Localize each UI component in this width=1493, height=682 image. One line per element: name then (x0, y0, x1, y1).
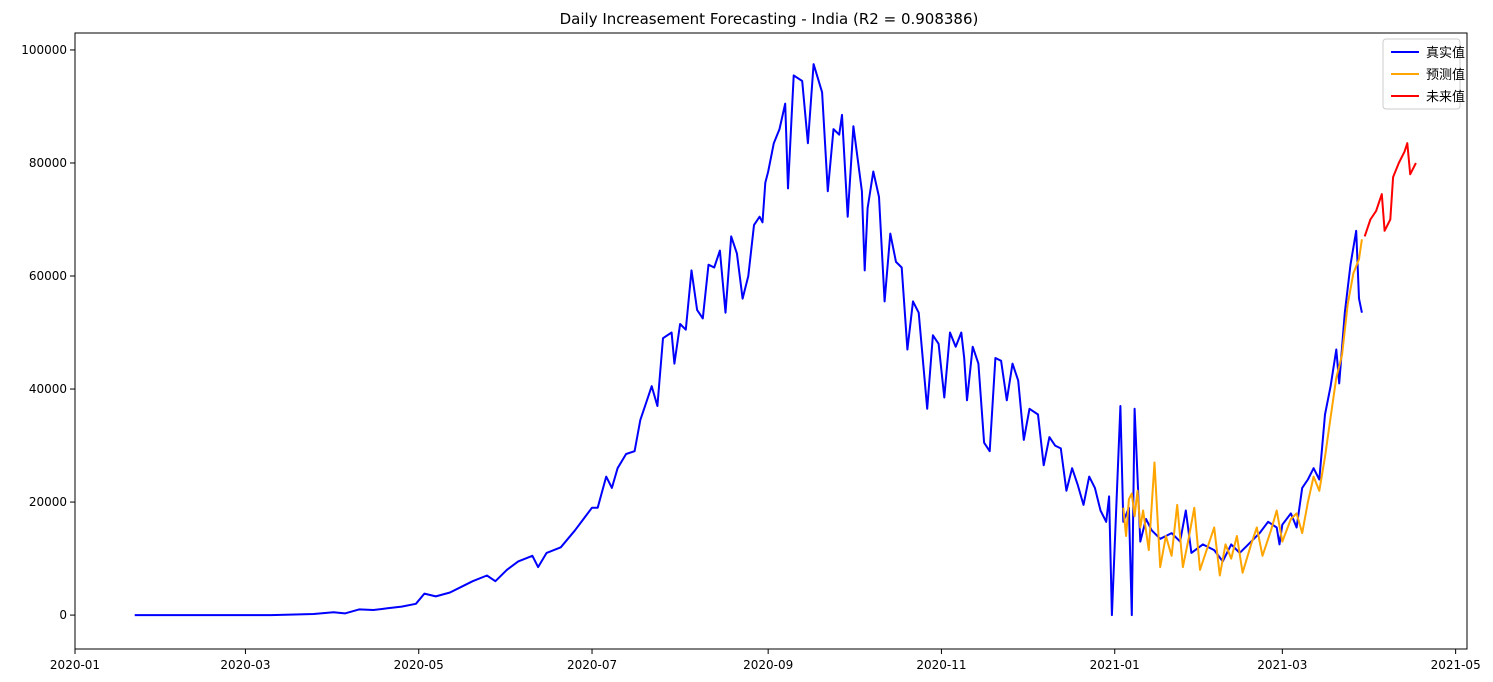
series-line-3 (1363, 142, 1417, 237)
x-tick-label: 2021-01 (1090, 658, 1140, 672)
series-line-2 (1122, 239, 1363, 577)
series-line-1 (134, 63, 1363, 617)
x-tick-label: 2020-05 (394, 658, 444, 672)
x-tick-label: 2021-03 (1257, 658, 1307, 672)
y-tick-label: 100000 (21, 43, 67, 57)
x-tick-label: 2020-03 (220, 658, 270, 672)
y-tick-label: 40000 (29, 382, 67, 396)
legend-label-2: 预测值 (1426, 67, 1465, 83)
x-tick-label: 2021-05 (1431, 658, 1481, 672)
x-tick-label: 2020-01 (50, 658, 100, 672)
x-tick-label: 2020-11 (916, 658, 966, 672)
chart-title: Daily Increasement Forecasting - India (… (560, 10, 979, 28)
x-tick-label: 2020-09 (743, 658, 793, 672)
legend-label-3: 未来值 (1426, 89, 1465, 105)
y-tick-label: 0 (59, 608, 67, 622)
legend-label-1: 真实值 (1426, 45, 1465, 61)
plot-lines (134, 63, 1417, 617)
legend-box (1382, 38, 1461, 110)
plot-frame (74, 32, 1468, 650)
y-tick-label: 80000 (29, 156, 67, 170)
y-tick-label: 20000 (29, 495, 67, 509)
y-tick-label: 60000 (29, 269, 67, 283)
x-axis: 2020-01 2020-03 2020-05 2020-07 2020-09 2020-… (50, 649, 1481, 672)
y-axis: 0 20000 40000 60000 80000 100000 (21, 43, 75, 622)
x-tick-label: 2020-07 (567, 658, 617, 672)
